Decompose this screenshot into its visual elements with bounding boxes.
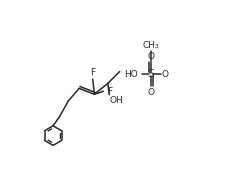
Text: HO: HO [124,70,138,79]
Text: O: O [162,70,169,79]
Text: S: S [148,69,154,79]
Text: F: F [107,87,112,96]
Text: O: O [147,88,154,97]
Text: CH₃: CH₃ [143,41,159,50]
Text: O: O [147,52,154,61]
Text: F: F [90,68,95,77]
Text: OH: OH [110,96,123,105]
